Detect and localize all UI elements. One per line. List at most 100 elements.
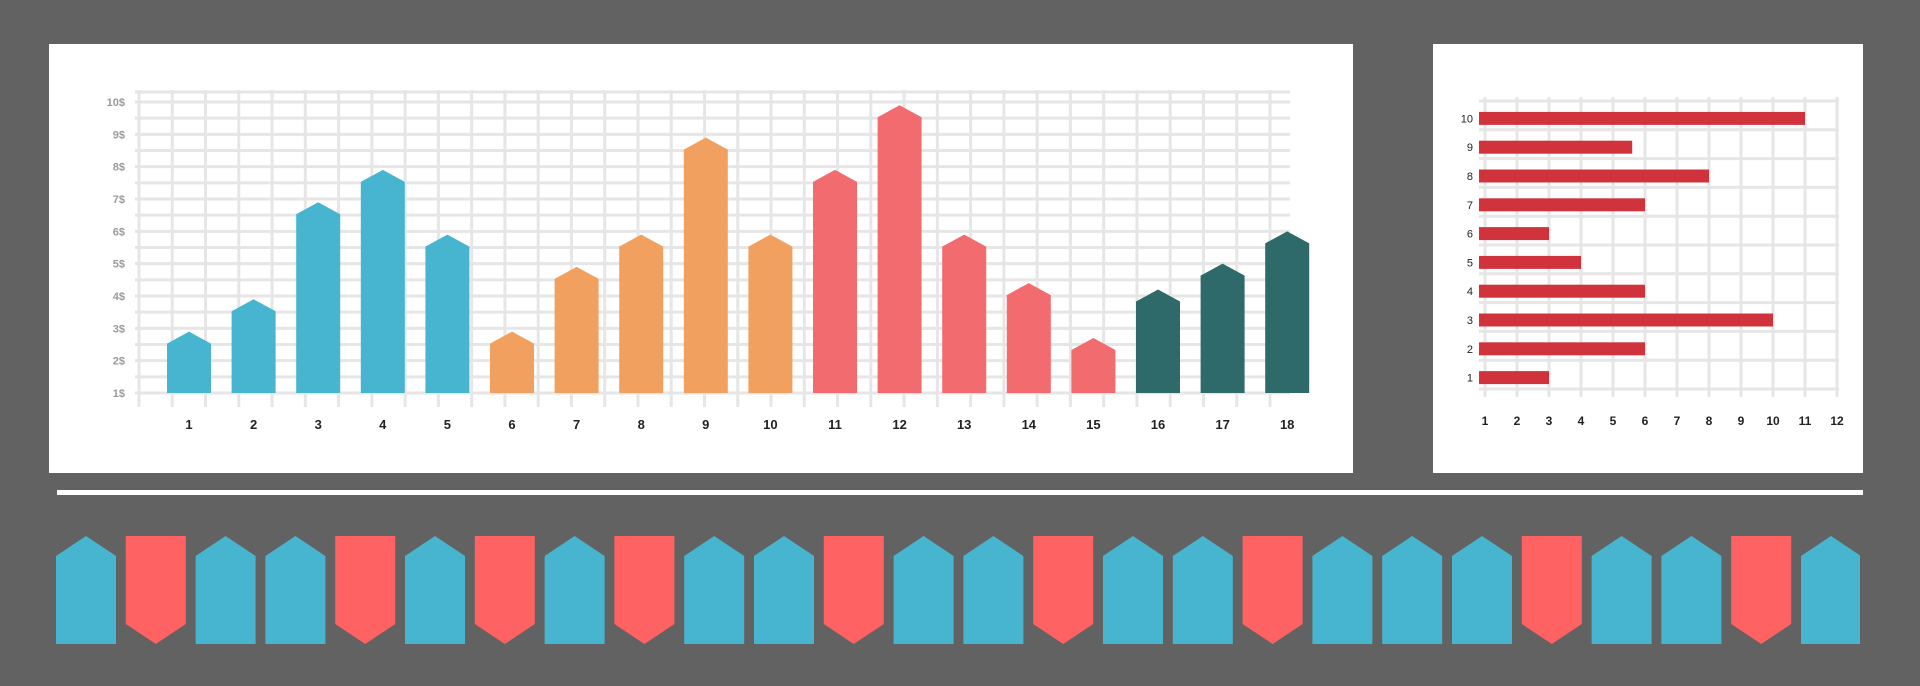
vchart-bar-1	[167, 331, 211, 393]
vchart-xtick-label: 18	[1280, 417, 1294, 432]
vchart-ytick-label: 7$	[113, 194, 125, 206]
hchart-xtick-label: 12	[1830, 414, 1844, 428]
arrow-up-tag	[893, 536, 954, 644]
arrow-down-tag	[125, 536, 186, 644]
arrow-up-tag	[1452, 536, 1512, 644]
hchart-bar-6	[1479, 227, 1549, 241]
vchart-bar-17	[1200, 263, 1245, 393]
arrow-down-tag	[474, 536, 535, 644]
vchart-bar-4	[360, 169, 405, 393]
vchart-xtick-label: 6	[508, 417, 515, 432]
hchart-ytick-label: 5	[1467, 257, 1473, 269]
arrow-up-tag	[963, 536, 1024, 644]
hchart-ytick-label: 9	[1467, 142, 1473, 154]
hchart-bar-5	[1479, 255, 1581, 269]
panel-divider	[57, 490, 1863, 495]
vchart-ytick-label: 9$	[113, 129, 125, 141]
hchart-bar-7	[1479, 198, 1645, 212]
vchart-ytick-label: 8$	[113, 162, 125, 174]
vchart-xtick-label: 14	[1022, 417, 1037, 432]
hchart-ytick-label: 10	[1461, 113, 1473, 125]
arrow-up-tag	[1382, 536, 1443, 644]
arrow-up-tag	[1801, 536, 1860, 644]
arrow-up-tag	[1661, 536, 1722, 644]
hchart-ytick-label: 2	[1467, 344, 1473, 356]
arrow-up-tag	[754, 536, 814, 644]
vchart-xtick-label: 2	[250, 417, 257, 432]
vchart-ytick-label: 3$	[113, 323, 125, 335]
hchart-bar-10	[1479, 111, 1805, 125]
vchart-bar-11	[813, 169, 857, 393]
vchart-xtick-label: 16	[1151, 417, 1165, 432]
hchart-bar-1	[1479, 371, 1549, 385]
hchart-xtick-label: 1	[1482, 414, 1489, 428]
hchart-ytick-label: 6	[1467, 229, 1473, 241]
vchart-xtick-label: 9	[702, 417, 709, 432]
vchart-xtick-label: 4	[379, 417, 387, 432]
vchart-xtick-label: 8	[638, 417, 645, 432]
vchart-bar-7	[554, 266, 599, 393]
vchart-ytick-label: 6$	[113, 226, 125, 238]
vchart-bar-3	[296, 202, 341, 393]
arrow-up-tag	[684, 536, 745, 644]
hchart-xtick-label: 9	[1738, 414, 1745, 428]
vchart-bar-13	[942, 234, 987, 393]
hchart-xtick-label: 4	[1578, 414, 1585, 428]
hchart-bar-8	[1479, 169, 1709, 183]
arrow-up-tag	[405, 536, 465, 644]
vchart-xtick-label: 10	[763, 417, 777, 432]
hchart-ytick-label: 1	[1467, 373, 1473, 385]
vchart-bar-16	[1136, 289, 1180, 393]
vchart-xtick-label: 13	[957, 417, 971, 432]
arrow-down-tag	[1242, 536, 1303, 644]
horizontal-bar-chart-panel: 1 2 3 4 5 6 7 8 9 10 1 2 3 4 5 6 7 8 9 10 11 12	[1433, 44, 1863, 473]
arrow-up-tag	[56, 536, 116, 644]
arrow-down-tag	[335, 536, 396, 644]
hchart-xtick-label: 3	[1546, 414, 1553, 428]
vchart-ytick-label: 10$	[107, 97, 125, 109]
vchart-bar-2	[231, 299, 276, 393]
arrow-up-tag	[265, 536, 326, 644]
hchart-xtick-label: 7	[1674, 414, 1681, 428]
hchart-xtick-label: 2	[1514, 414, 1521, 428]
arrow-tags-strip	[56, 536, 1860, 644]
vchart-ytick-label: 4$	[113, 291, 125, 303]
hchart-bar-9	[1479, 140, 1633, 154]
vchart-xtick-label: 17	[1215, 417, 1229, 432]
arrow-up-tag	[1172, 536, 1233, 644]
arrow-down-tag	[1521, 536, 1582, 644]
vchart-xtick-label: 3	[315, 417, 322, 432]
arrow-up-tag	[1591, 536, 1652, 644]
vchart-ytick-label: 1$	[113, 388, 125, 400]
hchart-bar-2	[1479, 342, 1645, 356]
vchart-ytick-label: 2$	[113, 356, 125, 368]
hchart-ytick-label: 3	[1467, 315, 1473, 327]
vchart-bar-12	[877, 105, 922, 393]
vchart-xtick-label: 5	[444, 417, 451, 432]
arrow-up-tag	[1103, 536, 1163, 644]
arrow-up-tag	[195, 536, 256, 644]
hchart-bar-3	[1479, 313, 1773, 327]
hchart-ytick-label: 4	[1467, 286, 1473, 298]
vertical-bar-chart-panel: 1$ 2$ 3$ 4$ 5$ 6$ 7$ 8$ 9$ 10$ 1 2 3 4 5 6 7 8 9 10 11 12 13 14…	[49, 44, 1353, 473]
hchart-xtick-label: 10	[1766, 414, 1780, 428]
vchart-ytick-label: 5$	[113, 259, 125, 271]
hchart-xtick-label: 5	[1610, 414, 1617, 428]
hchart-xtick-label: 6	[1642, 414, 1649, 428]
hchart-ytick-label: 7	[1467, 200, 1473, 212]
arrow-up-tag	[1312, 536, 1373, 644]
arrow-down-tag	[1033, 536, 1094, 644]
arrow-down-tag	[614, 536, 675, 644]
vertical-bar-chart: 1$2$3$4$5$6$7$8$9$10$1 2 3 4 5 6 7 8 9 10 11 12 13 14…	[107, 90, 1310, 432]
vchart-bar-10	[748, 234, 793, 393]
vchart-bar-6	[490, 331, 534, 393]
vchart-bar-5	[425, 234, 470, 393]
vchart-xtick-label: 15	[1086, 417, 1100, 432]
vchart-xtick-label: 1	[185, 417, 192, 432]
hchart-bar-4	[1479, 284, 1645, 298]
vchart-bar-9	[683, 137, 728, 393]
vchart-bar-8	[619, 234, 664, 393]
vchart-xtick-label: 7	[573, 417, 580, 432]
arrow-up-tag	[544, 536, 605, 644]
